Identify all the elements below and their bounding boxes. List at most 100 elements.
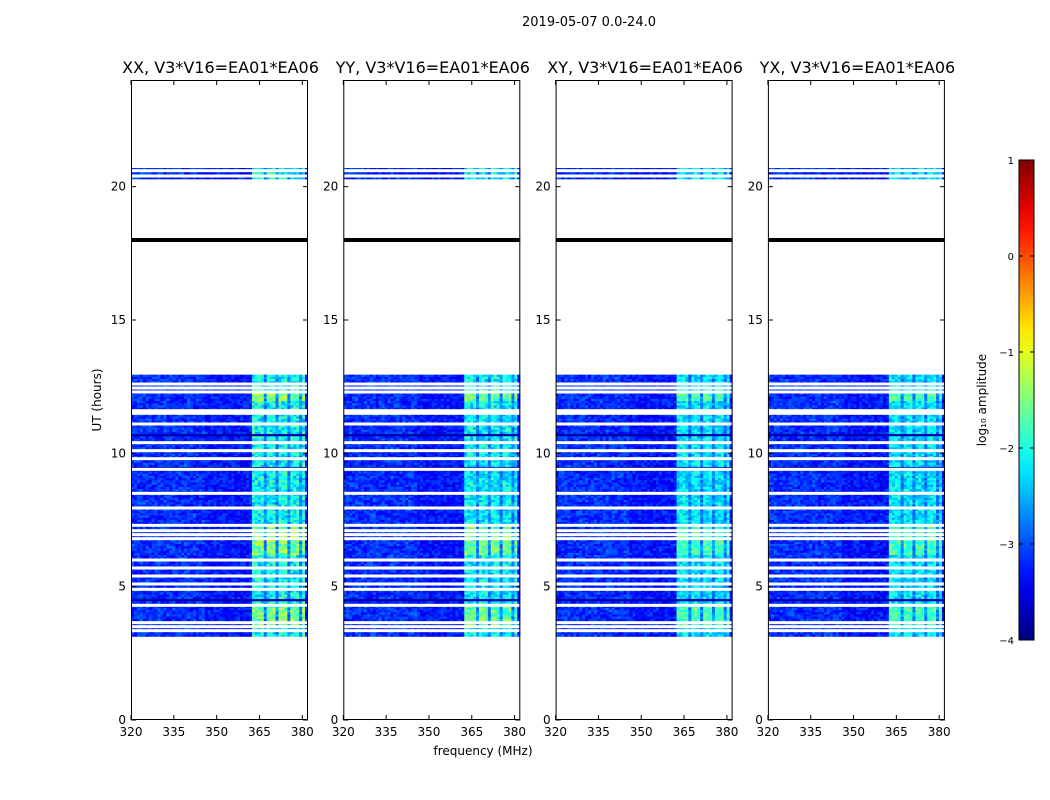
flagged-row — [555, 386, 733, 390]
x-tick-label: 350 — [630, 725, 653, 739]
flagged-row — [555, 621, 733, 625]
y-axis-label: UT (hours) — [90, 368, 104, 431]
x-tick-label: 335 — [587, 725, 610, 739]
panel-title: YY, V3*V16=EA01*EA06 — [335, 58, 530, 77]
flag-line — [767, 238, 945, 242]
flagged-row — [343, 467, 521, 471]
flagged-row — [343, 603, 521, 607]
flagged-row — [555, 574, 733, 578]
x-tick-label: 365 — [248, 725, 271, 739]
flagged-row — [131, 449, 308, 453]
flagged-row — [131, 558, 308, 562]
flagged-row — [555, 390, 733, 394]
y-tick-label: 0 — [331, 713, 339, 727]
flagged-row — [555, 587, 733, 591]
colorbar-tick-label: −3 — [999, 540, 1014, 551]
flagged-row — [131, 574, 308, 578]
panel-0-heatmap — [131, 168, 308, 637]
flagged-row — [343, 533, 521, 537]
y-tick-label: 20 — [111, 180, 126, 194]
flagged-row — [343, 441, 521, 445]
panel-title: YX, V3*V16=EA01*EA06 — [759, 58, 956, 77]
flagged-row — [555, 467, 733, 471]
flagged-row — [767, 457, 945, 461]
colorbar-tick-label: −4 — [999, 636, 1014, 647]
flagged-row — [555, 582, 733, 586]
flagged-row — [131, 441, 308, 445]
flagged-row — [343, 621, 521, 625]
flagged-row — [555, 629, 733, 633]
flag-line — [343, 238, 521, 242]
flagged-row — [767, 587, 945, 591]
flagged-row — [343, 537, 521, 541]
flagged-row — [131, 382, 308, 386]
flagged-row — [767, 566, 945, 570]
panel-0: XX, V3*V16=EA01*EA06 320 335 350 365 380 0 5 10 1… — [111, 58, 319, 739]
y-tick-label: 10 — [111, 446, 126, 460]
colorbar: −4 −3 −2 −1 0 1 — [999, 156, 1035, 647]
y-tick-label: 20 — [748, 180, 763, 194]
flagged-row — [767, 529, 945, 533]
flagged-row — [343, 382, 521, 386]
colorbar-tick-label: 0 — [1008, 252, 1014, 263]
flagged-row — [131, 533, 308, 537]
flagged-row — [131, 467, 308, 471]
flagged-row — [343, 529, 521, 533]
flagged-row — [343, 386, 521, 390]
flagged-row — [131, 523, 308, 527]
flagged-row — [343, 506, 521, 510]
flagged-row — [131, 174, 308, 178]
x-tick-label: 380 — [291, 725, 314, 739]
flagged-row — [343, 390, 521, 394]
x-tick-label: 335 — [375, 725, 398, 739]
x-tick-label: 335 — [162, 725, 185, 739]
flagged-row — [131, 629, 308, 633]
y-tick-label: 20 — [535, 180, 550, 194]
flagged-row — [767, 409, 945, 413]
flagged-row — [767, 603, 945, 607]
flagged-row — [131, 390, 308, 394]
flagged-row — [343, 457, 521, 461]
y-tick-label: 15 — [111, 313, 126, 327]
flagged-row — [767, 386, 945, 390]
flagged-row — [131, 409, 308, 413]
flagged-row — [343, 491, 521, 495]
flagged-row — [555, 566, 733, 570]
flagged-row — [131, 603, 308, 607]
flagged-row — [767, 506, 945, 510]
flagged-row — [767, 169, 945, 173]
flagged-row — [343, 629, 521, 633]
x-tick-label: 350 — [842, 725, 865, 739]
flagged-row — [555, 411, 733, 415]
colorbar-tick-label: −2 — [999, 444, 1014, 455]
flagged-row — [767, 449, 945, 453]
x-tick-label: 365 — [673, 725, 696, 739]
flagged-row — [555, 537, 733, 541]
flagged-row — [767, 574, 945, 578]
panel-2-frame — [555, 80, 733, 720]
flagged-row — [555, 449, 733, 453]
flagged-row — [131, 529, 308, 533]
flagged-row — [131, 169, 308, 173]
x-tick-label: 335 — [799, 725, 822, 739]
panel-1-heatmap — [343, 168, 521, 637]
x-tick-label: 380 — [928, 725, 951, 739]
flagged-row — [555, 506, 733, 510]
flagged-row — [131, 386, 308, 390]
y-tick-label: 10 — [535, 446, 550, 460]
y-tick-label: 0 — [543, 713, 551, 727]
x-tick-label: 320 — [120, 725, 143, 739]
flagged-row — [343, 449, 521, 453]
x-tick-label: 365 — [460, 725, 483, 739]
flagged-row — [767, 533, 945, 537]
y-tick-label: 15 — [535, 313, 550, 327]
flagged-row — [131, 582, 308, 586]
flagged-row — [343, 409, 521, 413]
flagged-row — [767, 558, 945, 562]
flagged-row — [343, 169, 521, 173]
flagged-row — [767, 390, 945, 394]
flagged-row — [767, 467, 945, 471]
flagged-row — [343, 625, 521, 629]
colorbar-gradient — [1018, 159, 1035, 641]
flagged-row — [131, 621, 308, 625]
